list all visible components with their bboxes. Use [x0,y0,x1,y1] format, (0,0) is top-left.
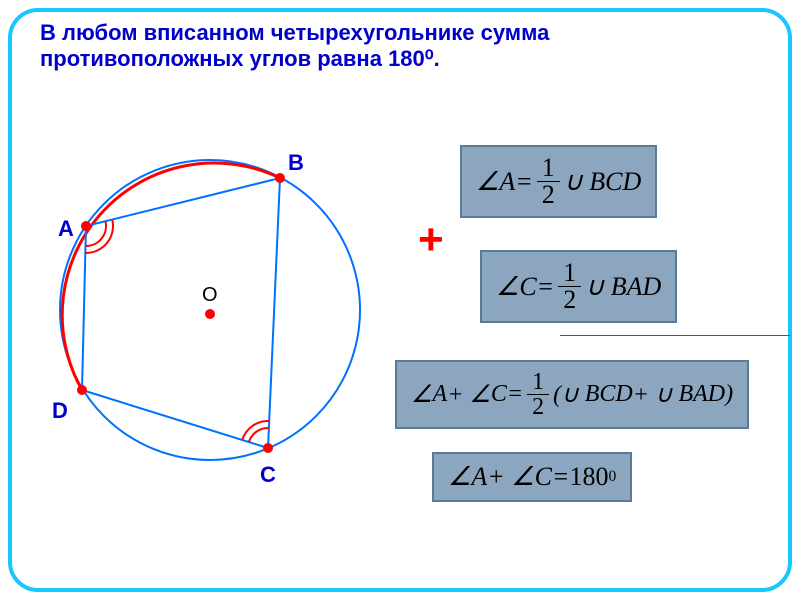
center-label-o: О [202,284,218,307]
geometry-diagram [30,130,390,490]
point-label-a: A [58,216,74,242]
point-label-c: C [260,462,276,488]
title-box: В любом вписанном четырехугольнике сумма… [40,20,760,72]
point-label-d: D [52,398,68,424]
point-label-b: B [288,150,304,176]
formula-angle-a: ∠A = 12 ∪ BCD [460,145,657,218]
title-line-1: В любом вписанном четырехугольнике сумма [40,20,760,46]
plus-icon: + [418,215,444,265]
formula-angle-c: ∠C = 12 ∪ BAD [480,250,677,323]
title-line-2: противоположных углов равна 180⁰. [40,46,760,72]
formula-sum-half: ∠A + ∠C = 12(∪ BCD + ∪ BAD) [395,360,749,429]
formula-sum-180: ∠A + ∠C = 1800 [432,452,632,502]
divider-line [560,335,790,336]
